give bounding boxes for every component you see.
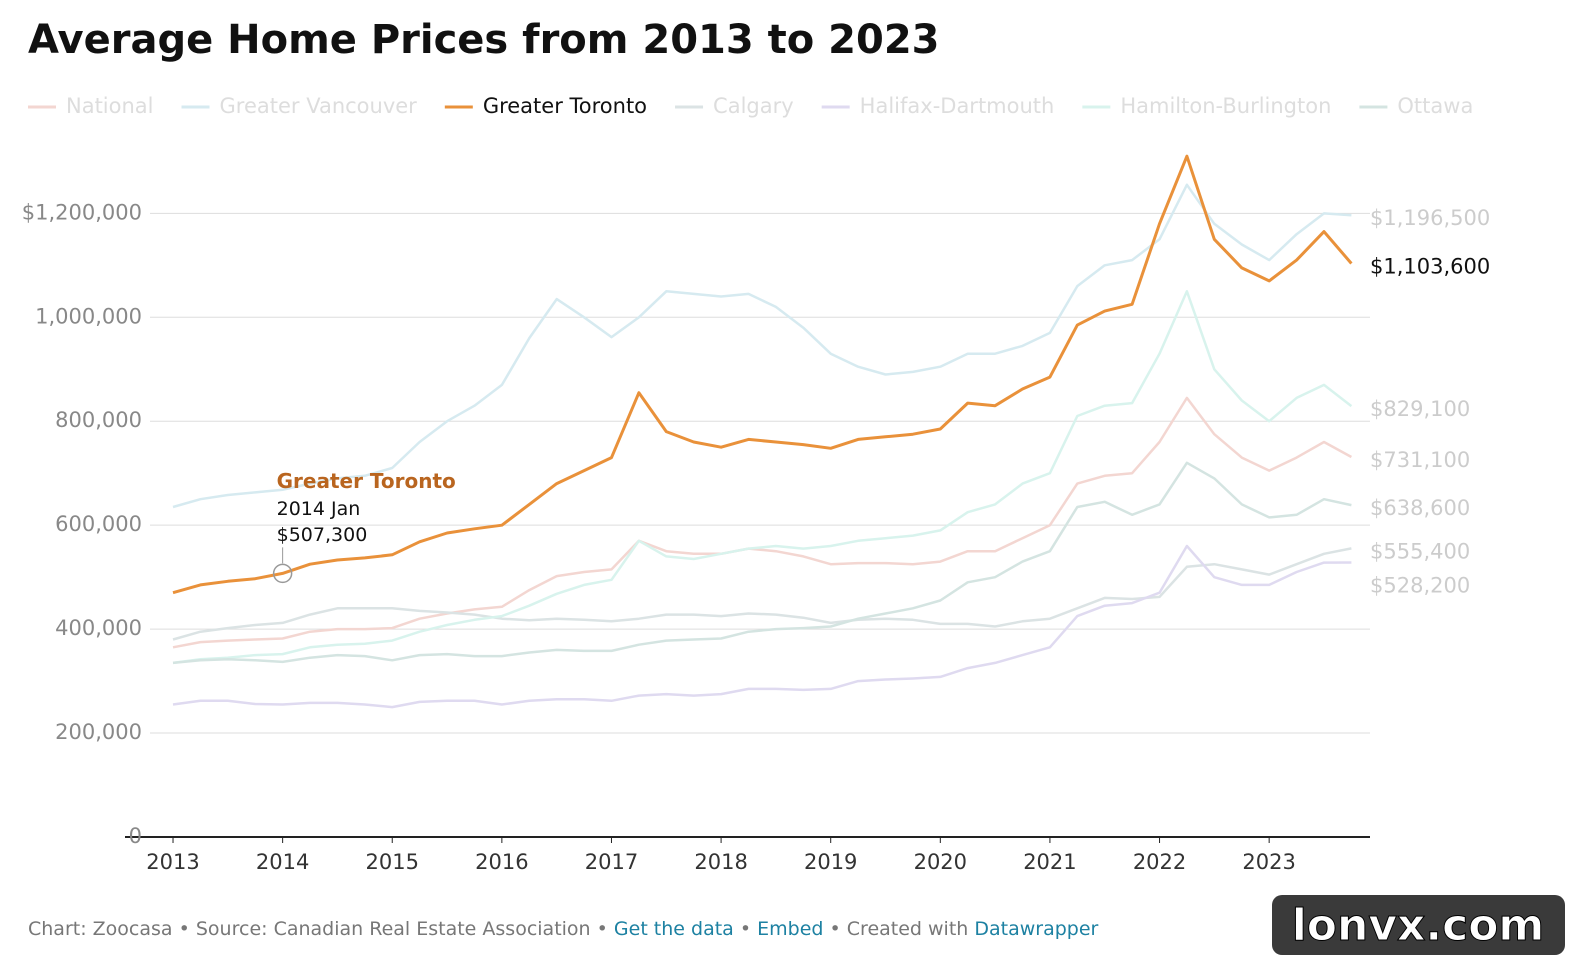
legend-label: Greater Toronto bbox=[483, 94, 647, 118]
end-label: $829,100 bbox=[1370, 397, 1470, 421]
watermark: lonvx.com bbox=[1292, 900, 1545, 951]
series-line bbox=[172, 547, 1352, 641]
annotation-date: 2014 Jan bbox=[277, 498, 361, 520]
x-tick-label: 2017 bbox=[585, 850, 638, 874]
legend-label: Ottawa bbox=[1397, 94, 1473, 118]
series-line bbox=[172, 183, 1352, 509]
x-tick-label: 2014 bbox=[256, 850, 309, 874]
x-tick-label: 2021 bbox=[1023, 850, 1076, 874]
x-tick-label: 2022 bbox=[1133, 850, 1186, 874]
x-tick-label: 2020 bbox=[914, 850, 967, 874]
series-line bbox=[172, 396, 1353, 649]
y-tick-label: 1,000,000 bbox=[35, 304, 142, 328]
footer-source: Source: Canadian Real Estate Association bbox=[196, 918, 591, 940]
y-tick-label: 600,000 bbox=[55, 512, 142, 536]
footer-credit: Chart: Zoocasa bbox=[28, 918, 173, 940]
series-line bbox=[172, 461, 1352, 665]
x-tick-label: 2013 bbox=[146, 850, 199, 874]
footer-link[interactable]: Embed bbox=[757, 918, 823, 940]
footer-created: Created with bbox=[847, 918, 969, 940]
end-label: $528,200 bbox=[1370, 573, 1470, 597]
annotation-title: Greater Toronto bbox=[277, 469, 456, 493]
y-tick-label: $1,200,000 bbox=[22, 200, 142, 224]
legend: National Greater Vancouver Greater Toronto… bbox=[28, 94, 1473, 118]
legend-label: Halifax-Dartmouth bbox=[860, 94, 1055, 118]
x-tick-label: 2016 bbox=[475, 850, 528, 874]
end-label: $555,400 bbox=[1370, 539, 1470, 563]
y-tick-label: 800,000 bbox=[55, 408, 142, 432]
legend-label: Hamilton-Burlington bbox=[1120, 94, 1331, 118]
footer-separator: • bbox=[830, 918, 841, 940]
chart-title: Average Home Prices from 2013 to 2023 bbox=[28, 17, 939, 63]
annotation-point bbox=[272, 563, 293, 584]
legend-label: Calgary bbox=[713, 94, 794, 118]
end-label: $1,103,600 bbox=[1370, 254, 1490, 278]
footer: Chart: Zoocasa • Source: Canadian Real E… bbox=[28, 918, 1099, 940]
end-label: $1,196,500 bbox=[1370, 206, 1490, 230]
y-tick-label: 200,000 bbox=[55, 720, 142, 744]
footer-tool-link[interactable]: Datawrapper bbox=[974, 918, 1098, 940]
x-tick-label: 2023 bbox=[1242, 850, 1295, 874]
end-label: $638,600 bbox=[1370, 496, 1470, 520]
series-line bbox=[172, 290, 1353, 665]
footer-link[interactable]: Get the data bbox=[614, 918, 734, 940]
series-line bbox=[172, 544, 1352, 709]
footer-separator: • bbox=[597, 918, 608, 940]
series-line bbox=[172, 154, 1353, 595]
plot-area: 0 200,000 400,000 600,000 800,000 1,000,000 $1… bbox=[22, 154, 1490, 874]
end-label: $731,100 bbox=[1370, 448, 1470, 472]
watermark-box bbox=[1272, 895, 1565, 955]
y-tick-label: 400,000 bbox=[55, 616, 142, 640]
y-tick-label: 0 bbox=[129, 824, 142, 848]
x-tick-label: 2015 bbox=[366, 850, 419, 874]
legend-label: Greater Vancouver bbox=[220, 94, 418, 118]
footer-separator: • bbox=[740, 918, 751, 940]
x-tick-label: 2018 bbox=[694, 850, 747, 874]
x-tick-label: 2019 bbox=[804, 850, 857, 874]
legend-label: National bbox=[66, 94, 154, 118]
annotation-value: $507,300 bbox=[277, 524, 368, 546]
footer-separator: • bbox=[179, 918, 190, 940]
